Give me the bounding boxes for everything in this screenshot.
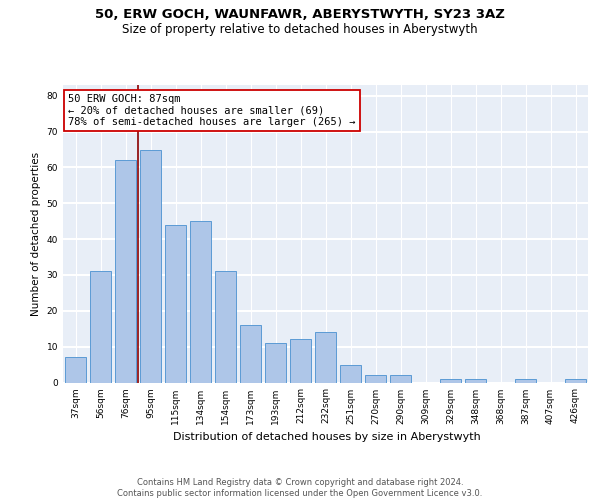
Bar [165, 225, 186, 382]
Bar [365, 376, 386, 382]
Bar [340, 364, 361, 382]
Bar [90, 272, 111, 382]
Bar [140, 150, 161, 382]
Bar [65, 358, 86, 382]
Text: 50 ERW GOCH: 87sqm
← 20% of detached houses are smaller (69)
78% of semi-detache: 50 ERW GOCH: 87sqm ← 20% of detached hou… [68, 94, 356, 127]
Bar [465, 379, 486, 382]
Bar [190, 221, 211, 382]
Bar [390, 376, 411, 382]
Bar [265, 343, 286, 382]
Bar [115, 160, 136, 382]
Bar [215, 272, 236, 382]
Bar [565, 379, 586, 382]
Text: Distribution of detached houses by size in Aberystwyth: Distribution of detached houses by size … [173, 432, 481, 442]
Bar [290, 340, 311, 382]
Bar [440, 379, 461, 382]
Text: 50, ERW GOCH, WAUNFAWR, ABERYSTWYTH, SY23 3AZ: 50, ERW GOCH, WAUNFAWR, ABERYSTWYTH, SY2… [95, 8, 505, 20]
Text: Size of property relative to detached houses in Aberystwyth: Size of property relative to detached ho… [122, 22, 478, 36]
Bar [315, 332, 336, 382]
Bar [240, 325, 261, 382]
Y-axis label: Number of detached properties: Number of detached properties [31, 152, 41, 316]
Text: Contains HM Land Registry data © Crown copyright and database right 2024.
Contai: Contains HM Land Registry data © Crown c… [118, 478, 482, 498]
Bar [515, 379, 536, 382]
